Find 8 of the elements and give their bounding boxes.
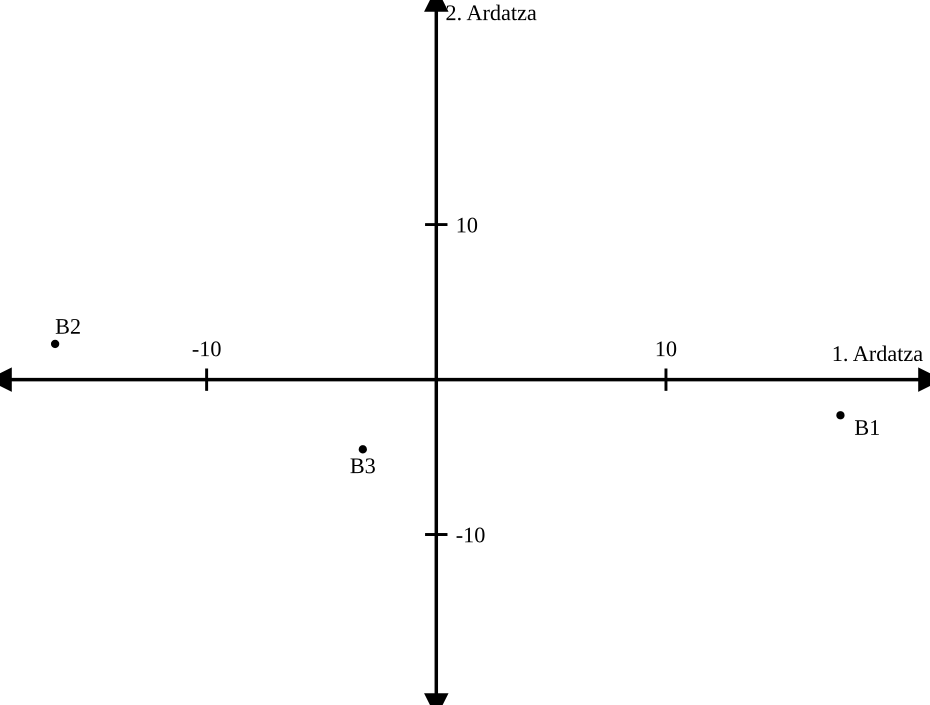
annotation: B2 (56, 318, 80, 334)
annotation: B3 (350, 458, 375, 474)
point (836, 411, 845, 420)
annotation: B1 (854, 420, 879, 435)
y-axis-title: 2. Ardatza (446, 4, 536, 20)
x-axis-title: 1. Ardatza (834, 346, 923, 362)
point (358, 445, 367, 454)
point (50, 340, 60, 348)
